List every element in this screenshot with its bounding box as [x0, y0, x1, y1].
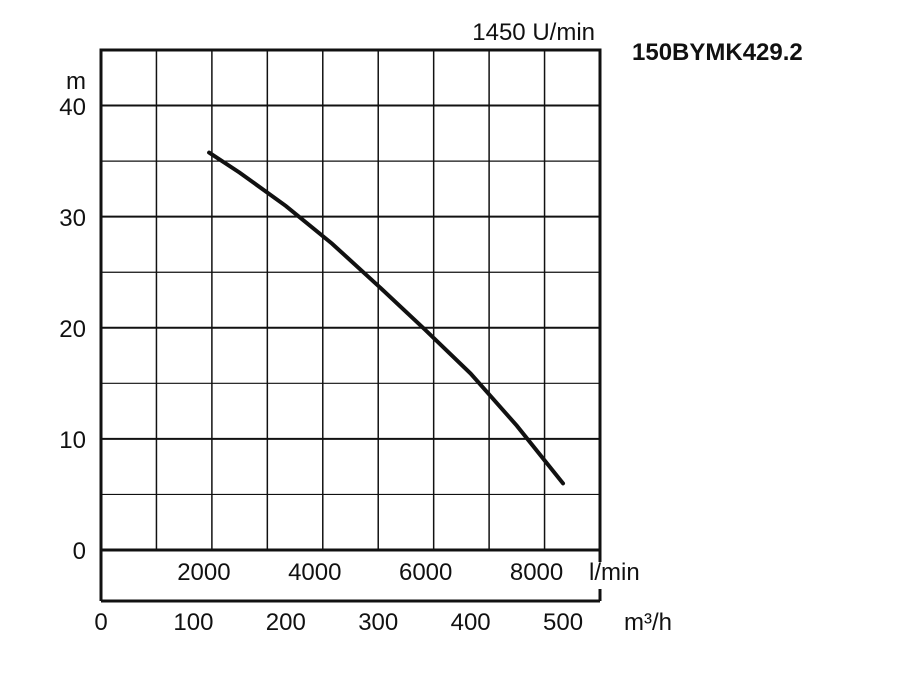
speed-label: 1450 U/min	[472, 19, 595, 46]
lpm-tick-label: 4000	[288, 559, 341, 586]
y-tick-label: 30	[59, 205, 86, 232]
lpm-tick-label: 8000	[510, 559, 563, 586]
m3h-tick-label: 400	[451, 609, 491, 636]
lpm-tick-label: 6000	[399, 559, 452, 586]
m3h-unit-label: m³/h	[624, 609, 672, 636]
y-tick-labels: 0 10 20 30 40	[59, 94, 86, 565]
m3h-tick-label: 300	[358, 609, 398, 636]
y-tick-label: 40	[59, 94, 86, 121]
m3h-tick-label: 500	[543, 609, 583, 636]
y-tick-label: 20	[59, 316, 86, 343]
lpm-unit-label: l/min	[589, 559, 640, 586]
y-tick-label: 0	[73, 538, 86, 565]
m3h-tick-label: 100	[173, 609, 213, 636]
plot-frame	[99, 48, 602, 552]
lpm-tick-labels: 2000 4000 6000 8000	[177, 559, 563, 586]
pump-head-curve	[207, 150, 565, 486]
m3h-tick-labels: 0 100 200 300 400 500	[94, 609, 583, 636]
grid	[101, 50, 600, 550]
chart-title: 150BYMK429.2	[632, 39, 803, 66]
m3h-tick-label: 200	[266, 609, 306, 636]
y-axis-unit: m	[66, 68, 86, 95]
m3h-tick-label: 0	[94, 609, 107, 636]
y-tick-label: 10	[59, 427, 86, 454]
lpm-tick-label: 2000	[177, 559, 230, 586]
